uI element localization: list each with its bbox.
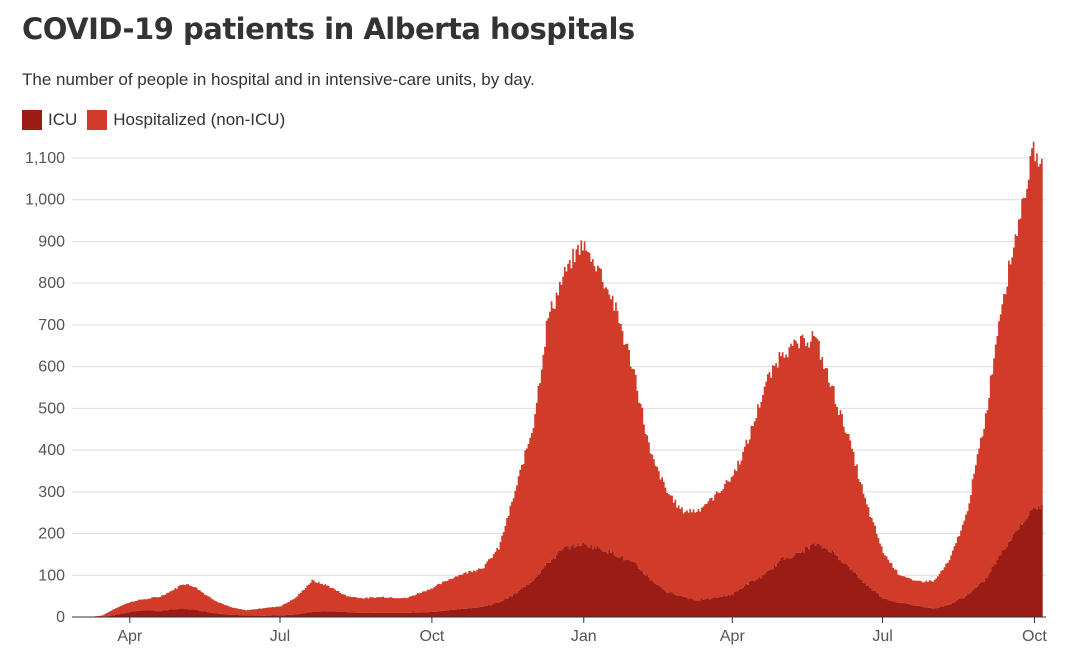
y-tick-label: 600 — [38, 359, 65, 376]
y-tick-label: 0 — [56, 609, 65, 626]
y-tick-label: 800 — [38, 275, 65, 292]
chart-title: COVID-19 patients in Alberta hospitals — [22, 12, 635, 46]
y-tick-label: 500 — [38, 400, 65, 417]
legend-label-hospitalized: Hospitalized (non-ICU) — [113, 110, 286, 129]
y-tick-label: 1,000 — [25, 192, 65, 209]
y-tick-label: 400 — [38, 442, 65, 459]
y-tick-label: 1,100 — [25, 150, 65, 167]
y-tick-label: 200 — [38, 526, 65, 543]
y-tick-label: 300 — [38, 484, 65, 501]
x-tick-label: Oct — [419, 628, 444, 645]
x-tick-label: Jul — [872, 628, 892, 645]
series-area-icu — [90, 504, 1043, 617]
legend-label-icu: ICU — [48, 110, 78, 129]
x-tick-label: Apr — [720, 628, 746, 645]
legend-swatch-icu — [22, 110, 42, 130]
y-tick-label: 900 — [38, 233, 65, 250]
legend-item-hospitalized: Hospitalized (non-ICU) — [87, 110, 285, 130]
legend-swatch-hospitalized — [87, 110, 108, 130]
x-tick-label: Oct — [1022, 628, 1047, 645]
y-tick-label: 700 — [38, 317, 65, 334]
x-tick-label: Apr — [117, 628, 143, 645]
legend: ICU Hospitalized (non-ICU) — [22, 110, 295, 130]
x-tick-label: Jul — [270, 628, 290, 645]
chart-subtitle: The number of people in hospital and in … — [22, 70, 535, 89]
y-tick-label: 100 — [38, 567, 65, 584]
series-area-hospitalized — [90, 141, 1043, 617]
legend-item-icu: ICU — [22, 110, 77, 130]
x-tick-label: Jan — [571, 628, 597, 645]
